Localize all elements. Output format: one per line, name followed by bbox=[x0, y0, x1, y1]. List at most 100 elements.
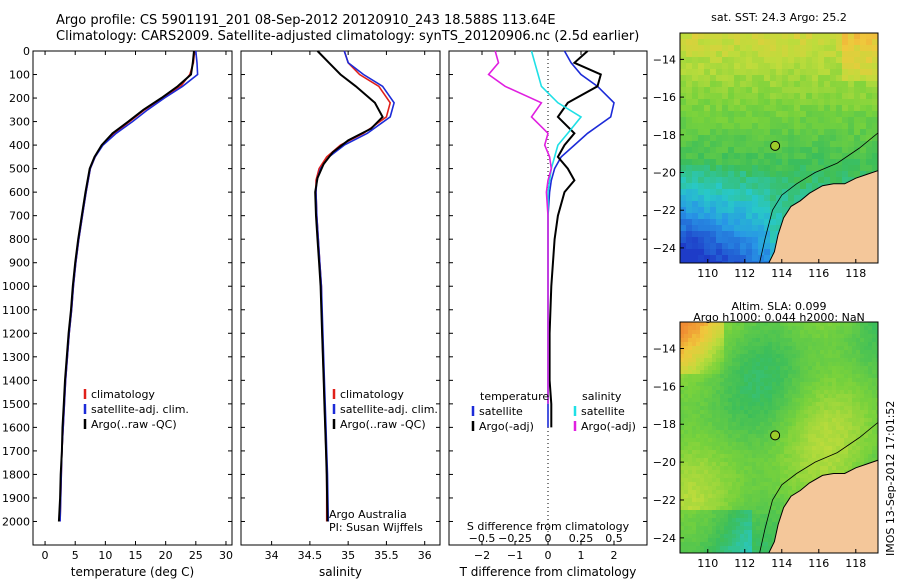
map-cell bbox=[808, 362, 813, 367]
map-cell bbox=[788, 183, 795, 190]
map-cell bbox=[724, 550, 729, 553]
map-cell bbox=[728, 243, 735, 250]
map-cell bbox=[680, 406, 685, 411]
map-cell bbox=[712, 490, 717, 495]
map-cell bbox=[686, 45, 693, 52]
map-cell bbox=[752, 334, 757, 339]
map-cell bbox=[728, 422, 733, 427]
map-cell bbox=[736, 430, 741, 435]
map-cell bbox=[712, 530, 717, 535]
map-cell bbox=[768, 514, 773, 519]
map-cell bbox=[746, 87, 753, 94]
map-cell bbox=[732, 338, 737, 343]
map-cell bbox=[756, 366, 761, 371]
map-cell bbox=[700, 346, 705, 351]
map-cell bbox=[842, 33, 849, 40]
map-cell bbox=[794, 57, 801, 64]
map-cell bbox=[712, 382, 717, 387]
map-cell bbox=[864, 322, 869, 327]
map-cell bbox=[716, 442, 721, 447]
map-cell bbox=[812, 111, 819, 118]
map-cell bbox=[680, 438, 685, 443]
map-cell bbox=[764, 442, 769, 447]
map-cell bbox=[788, 39, 795, 46]
map-cell bbox=[744, 490, 749, 495]
map-cell bbox=[872, 87, 878, 94]
map-cell bbox=[836, 446, 841, 451]
map-cell bbox=[728, 93, 735, 100]
map-cell bbox=[800, 442, 805, 447]
map-cell bbox=[860, 382, 865, 387]
map-cell bbox=[720, 498, 725, 503]
map-cell bbox=[840, 466, 845, 471]
map-cell bbox=[818, 57, 825, 64]
map-cell bbox=[716, 358, 721, 363]
map-cell bbox=[720, 406, 725, 411]
map-cell bbox=[844, 414, 849, 419]
map-cell bbox=[680, 430, 685, 435]
map-cell bbox=[852, 454, 857, 459]
x-tick-label: 20 bbox=[159, 549, 173, 562]
map-cell bbox=[736, 370, 741, 375]
map-cell bbox=[816, 442, 821, 447]
map-y-tick-label: −18 bbox=[653, 418, 676, 431]
map-cell bbox=[748, 546, 753, 551]
map-cell bbox=[772, 470, 777, 475]
map-cell bbox=[740, 147, 747, 154]
figure-title-line2: Climatology: CARS2009. Satellite-adjuste… bbox=[56, 29, 640, 44]
map-cell bbox=[708, 366, 713, 371]
map-cell bbox=[780, 438, 785, 443]
map-cell bbox=[692, 322, 697, 327]
shelf-contour bbox=[759, 422, 878, 553]
map-cell bbox=[868, 418, 873, 423]
map-cell bbox=[712, 402, 717, 407]
map-cell bbox=[732, 510, 737, 515]
map-cell bbox=[688, 414, 693, 419]
map-cell bbox=[704, 99, 711, 106]
map-cell bbox=[860, 338, 865, 343]
x-tick-label: 5 bbox=[72, 549, 79, 562]
map-cell bbox=[700, 510, 705, 515]
map-cell bbox=[828, 462, 833, 467]
map-cell bbox=[760, 438, 765, 443]
map-cell bbox=[734, 93, 741, 100]
map-cell bbox=[784, 402, 789, 407]
map-cell bbox=[680, 522, 685, 527]
map-cell bbox=[698, 141, 705, 148]
map-cell bbox=[746, 159, 753, 166]
map-cell bbox=[712, 326, 717, 331]
map-cell bbox=[764, 466, 769, 471]
map-cell bbox=[704, 201, 711, 208]
map-cell bbox=[830, 159, 837, 166]
map-cell bbox=[782, 99, 789, 106]
map-cell bbox=[872, 362, 877, 367]
map-cell bbox=[748, 398, 753, 403]
map-cell bbox=[840, 382, 845, 387]
map-cell bbox=[848, 135, 855, 142]
map-cell bbox=[804, 382, 809, 387]
map-cell bbox=[820, 350, 825, 355]
map-cell bbox=[708, 382, 713, 387]
map-cell bbox=[784, 338, 789, 343]
map-cell bbox=[720, 466, 725, 471]
map-cell bbox=[704, 466, 709, 471]
map-cell bbox=[752, 442, 757, 447]
map-cell bbox=[836, 442, 841, 447]
map-cell bbox=[880, 350, 885, 355]
map-cell bbox=[824, 69, 831, 76]
map-cell bbox=[772, 330, 777, 335]
map-cell bbox=[864, 370, 869, 375]
map-cell bbox=[784, 442, 789, 447]
map-cell bbox=[868, 406, 873, 411]
map-cell bbox=[724, 486, 729, 491]
map-cell bbox=[728, 39, 735, 46]
map-cell bbox=[736, 354, 741, 359]
map-cell bbox=[716, 93, 723, 100]
map-cell bbox=[712, 406, 717, 411]
map-cell bbox=[704, 81, 711, 88]
map-cell bbox=[868, 346, 873, 351]
map-cell bbox=[724, 366, 729, 371]
map-cell bbox=[728, 402, 733, 407]
map-cell bbox=[756, 438, 761, 443]
map-cell bbox=[752, 342, 757, 347]
